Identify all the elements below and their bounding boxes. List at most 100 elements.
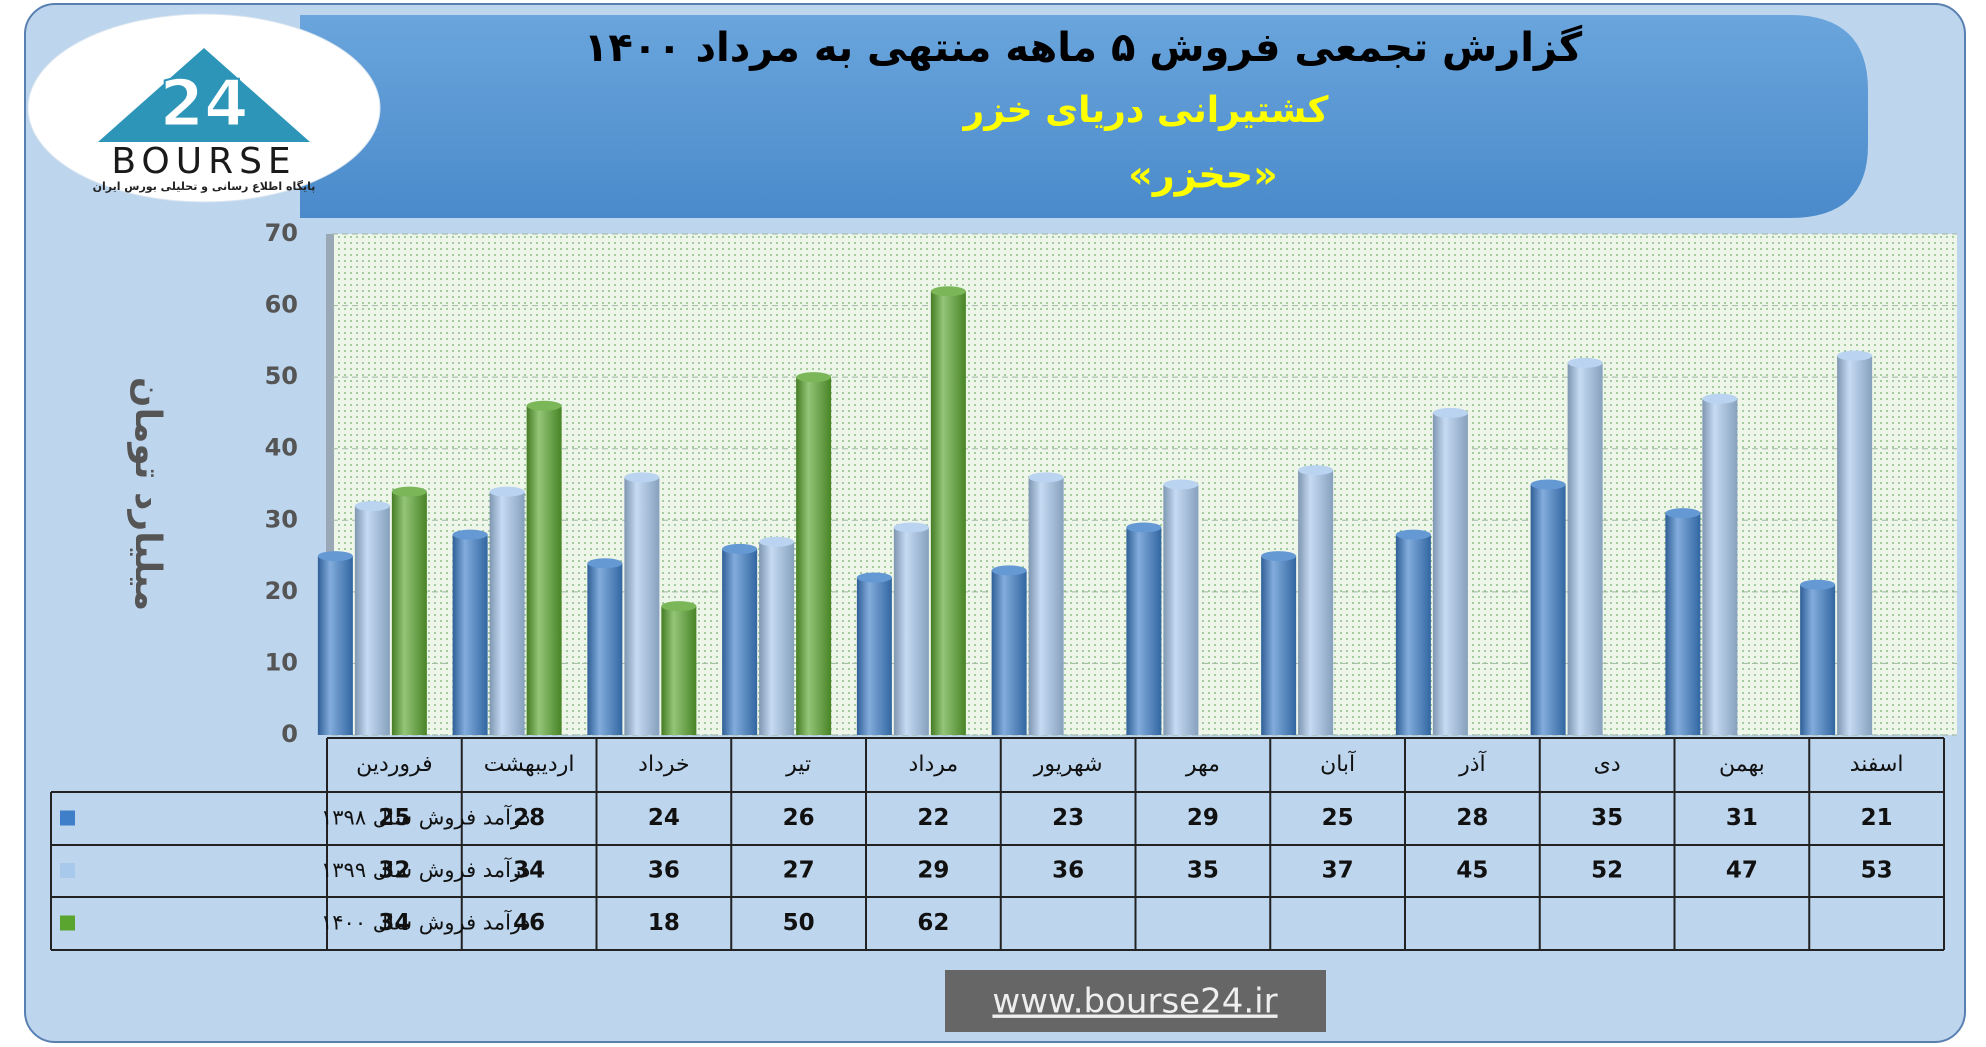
x-tick-label: فروردین	[356, 752, 433, 777]
footer-url: www.bourse24.ir	[992, 982, 1277, 1022]
y-tick-label: 30	[265, 505, 298, 533]
table-value: 21	[1861, 805, 1893, 831]
bar	[317, 556, 353, 735]
bar-cap	[722, 543, 758, 554]
bar	[1028, 477, 1064, 735]
bar-cap	[1432, 407, 1468, 418]
y-tick-label: 60	[265, 291, 298, 319]
bar	[759, 541, 795, 735]
table-value: 52	[1591, 858, 1623, 884]
footer-box	[945, 970, 1326, 1032]
table-value: 53	[1861, 858, 1893, 884]
y-tick-label: 50	[265, 362, 298, 390]
bar-cap	[1567, 357, 1603, 368]
bar-cap	[526, 400, 562, 411]
table-value: 31	[1726, 805, 1758, 831]
bar-cap	[317, 551, 353, 562]
table-value: 36	[1052, 858, 1084, 884]
legend-label: درآمد فروش سال ۱۴۰۰	[321, 910, 530, 935]
bar-cap	[661, 601, 697, 612]
logo-shape	[98, 48, 310, 142]
bar-cap	[489, 486, 525, 497]
bar-cap	[1298, 465, 1334, 476]
bar	[1800, 584, 1836, 735]
x-tick-label: آذر	[1458, 750, 1486, 777]
chart-subtitle: کشتیرانی دریای خزر	[962, 90, 1329, 131]
legend-label: درآمد فروش سال ۱۳۹۹	[321, 857, 530, 882]
bar-cap	[587, 558, 623, 569]
table-value: 22	[917, 805, 949, 831]
bar-cap	[1028, 472, 1064, 483]
bar-cap	[1530, 479, 1566, 490]
table-value: 28	[1456, 805, 1488, 831]
legend-swatch	[60, 810, 75, 826]
table-value: 37	[1322, 858, 1354, 884]
table-value: 36	[648, 858, 680, 884]
y-tick-label: 20	[265, 577, 298, 605]
bar	[587, 563, 623, 735]
bar	[391, 491, 427, 735]
bar-cap	[1665, 508, 1701, 519]
table-value: 25	[1322, 805, 1354, 831]
legend-swatch	[60, 863, 75, 878]
table-value: 28	[513, 805, 545, 831]
bar	[1298, 470, 1334, 735]
bar-cap	[391, 486, 427, 497]
table-value: 29	[917, 858, 949, 884]
table-value: 18	[648, 910, 680, 936]
y-tick-label: 70	[265, 219, 298, 247]
bar	[1261, 556, 1297, 735]
table-value: 50	[783, 910, 815, 936]
title-banner	[300, 15, 1868, 218]
bar	[722, 548, 758, 735]
bar	[624, 477, 660, 735]
bar-cap	[452, 529, 488, 540]
bar	[1163, 484, 1199, 735]
x-tick-label: بهمن	[1719, 752, 1765, 777]
logo-number: 24	[159, 68, 248, 142]
bar-cap	[1163, 479, 1199, 490]
bar-cap	[856, 572, 892, 583]
table-value: 25	[378, 805, 410, 831]
logo-tagline: پایگاه اطلاع رسانی و تحلیلی بورس ایران	[93, 180, 316, 193]
plot-wall	[326, 234, 334, 735]
table-value: 62	[917, 910, 949, 936]
bar	[489, 491, 525, 735]
bar-cap	[991, 565, 1027, 576]
table-value: 35	[1187, 858, 1219, 884]
bar-cap	[1395, 529, 1431, 540]
bar	[796, 377, 832, 735]
bar	[856, 577, 892, 735]
table-value: 34	[513, 858, 545, 884]
bar	[1567, 362, 1603, 735]
bar-cap	[1702, 393, 1738, 404]
table-value: 32	[378, 858, 410, 884]
y-tick-label: 10	[265, 648, 298, 676]
bar-cap	[1837, 350, 1873, 361]
x-tick-label: تیر	[785, 752, 811, 777]
y-axis-label: میلیارد تومان	[127, 377, 168, 611]
chart-title: گزارش تجمعی فروش ۵ ماهه منتهی به مرداد ۱…	[584, 24, 1583, 71]
bar-cap	[930, 286, 966, 297]
legend-swatch	[60, 915, 75, 931]
x-tick-label: مهر	[1185, 752, 1220, 777]
y-tick-label: 40	[265, 434, 298, 462]
table-value: 27	[783, 858, 815, 884]
bar	[991, 570, 1027, 735]
bar	[1702, 398, 1738, 735]
bar-cap	[1800, 579, 1836, 590]
bar	[526, 405, 562, 735]
x-tick-label: اردیبهشت	[484, 752, 575, 777]
bar	[1837, 355, 1873, 735]
x-tick-label: دی	[1594, 752, 1621, 777]
x-tick-label: شهریور	[1033, 752, 1103, 777]
x-tick-label: اسفند	[1850, 752, 1904, 777]
table-value: 34	[378, 910, 410, 936]
bar-cap	[893, 522, 929, 533]
bar	[661, 606, 697, 735]
table-value: 29	[1187, 805, 1219, 831]
table-value: 24	[648, 805, 680, 831]
table-value: 45	[1456, 858, 1488, 884]
